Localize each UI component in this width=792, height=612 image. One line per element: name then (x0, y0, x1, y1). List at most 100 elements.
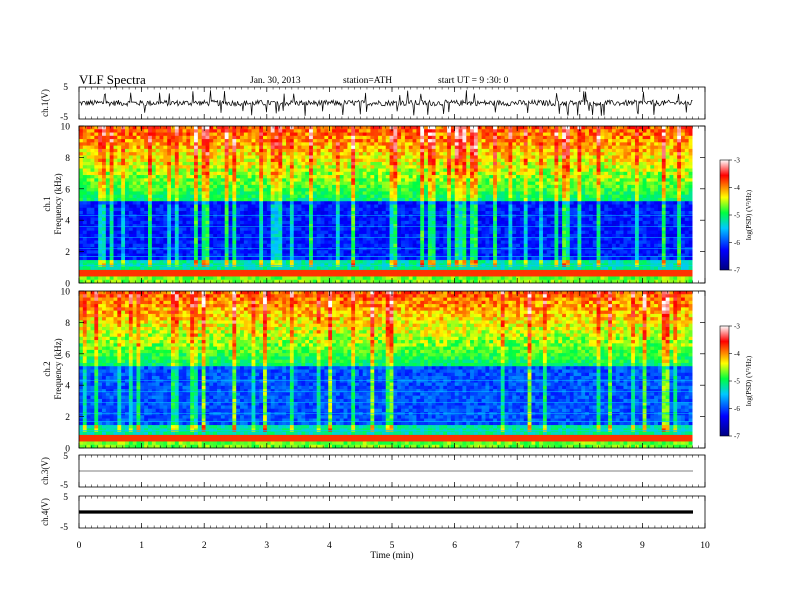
spectrogram-cell (393, 126, 398, 130)
spectrogram-cell (634, 214, 640, 218)
spectrogram-cell (439, 165, 444, 169)
spectrogram-cell (128, 224, 133, 228)
spectrogram-cell (316, 194, 321, 199)
spectrogram-cell (408, 148, 413, 153)
spectrogram-cell (297, 188, 302, 192)
spectrogram-cell (224, 220, 229, 225)
spectrogram-cell (588, 132, 594, 137)
spectrogram-cell (374, 155, 379, 160)
spectrogram-cell (562, 161, 567, 166)
spectrogram-cell (201, 142, 206, 146)
spectrogram-cell (493, 142, 498, 146)
spectrogram-cell (424, 129, 429, 133)
spectrogram-cell (144, 165, 149, 169)
spectrogram-cell (259, 135, 264, 140)
spectrogram-cell (665, 168, 670, 173)
spectrogram-cell (374, 204, 379, 209)
spectrogram-cell (155, 211, 160, 215)
spectrogram-cell (159, 204, 164, 209)
spectrogram-cell (489, 171, 494, 176)
spectrogram-cell (136, 220, 141, 225)
spectrogram-cell (378, 145, 383, 150)
spectrogram-cell (144, 126, 149, 130)
spectrogram-cell (201, 220, 206, 225)
spectrogram-cell (282, 184, 287, 189)
spectrogram-cell (151, 220, 156, 225)
spectrogram-cell (132, 201, 137, 205)
spectrogram-cell (496, 168, 502, 173)
spectrogram-cell (477, 191, 482, 195)
spectrogram-cell (650, 145, 655, 150)
spectrogram-cell (125, 175, 130, 179)
spectrogram-cell (596, 184, 601, 189)
spectrogram-cell (309, 148, 314, 153)
spectrogram-cell (128, 139, 133, 143)
spectrogram-cell (86, 145, 91, 150)
spectrogram-cell (592, 191, 597, 195)
spectrogram-cell (600, 178, 605, 182)
spectrogram-cell (174, 217, 179, 222)
spectrogram-cell (665, 217, 670, 222)
spectrogram-cell (527, 135, 532, 140)
spectrogram-cell (197, 165, 202, 169)
spectrogram-cell (642, 211, 647, 215)
spectrogram-cell (431, 161, 436, 166)
spectrogram-cell (343, 201, 348, 205)
spectrogram-cell (401, 191, 406, 195)
spectrogram-cell (427, 207, 433, 212)
spectrogram-cell (650, 214, 655, 218)
spectrogram-cell (190, 158, 195, 163)
spectrogram-cell (102, 165, 107, 169)
spectrogram-cell (324, 148, 329, 153)
spectrogram-cell (466, 207, 471, 212)
spectrogram-cell (209, 194, 214, 199)
spectrogram-cell (213, 224, 218, 228)
spectrogram-cell (539, 161, 544, 166)
spectrogram-cell (397, 214, 402, 218)
spectrogram-cell (105, 132, 110, 137)
spectrogram-cell (136, 145, 141, 150)
spectrogram-cell (424, 188, 429, 192)
spectrogram-cell (232, 184, 237, 189)
spectrogram-cell (401, 132, 406, 137)
spectrogram-cell (508, 194, 513, 199)
spectrogram-cell (665, 207, 670, 212)
spectrogram-cell (155, 181, 160, 186)
spectrogram-cell (646, 165, 651, 169)
spectrogram-cell (121, 217, 126, 222)
spectrogram-cell (228, 217, 233, 222)
spectrogram-cell (136, 148, 141, 153)
spectrogram-cell (657, 178, 663, 182)
spectrogram-cell (627, 155, 632, 160)
spectrogram-cell (90, 152, 95, 156)
spectrogram-cell (278, 126, 283, 130)
spectrogram-cell (255, 148, 260, 153)
spectrogram-cell (523, 188, 528, 192)
spectrogram-cell (243, 191, 248, 195)
spectrogram-cell (339, 145, 344, 150)
spectrogram-cell (117, 224, 122, 228)
spectrogram-cell (527, 129, 532, 133)
spectrogram-cell (128, 178, 133, 182)
spectrogram-cell (247, 158, 252, 163)
spectrogram-cell (565, 178, 571, 182)
spectrogram-cell (316, 220, 321, 225)
spectrogram-cell (140, 139, 145, 143)
spectrogram-cell (159, 168, 164, 173)
spectrogram-cell (190, 191, 195, 195)
spectrogram-cell (232, 220, 237, 225)
spectrogram-cell (140, 197, 145, 202)
spectrogram-cell (680, 145, 686, 150)
spectrogram-cell (297, 142, 302, 146)
spectrogram-cell (355, 135, 360, 140)
spectrogram-cell (90, 191, 95, 195)
spectrogram-cell (677, 220, 682, 225)
spectrogram-cell (328, 217, 333, 222)
spectrogram-cell (431, 148, 436, 153)
spectrogram-cell (82, 171, 87, 176)
spectrogram-cell (332, 194, 337, 199)
spectrogram-cell (278, 158, 283, 163)
spectrogram-cell (171, 184, 176, 189)
spectrogram-cell (266, 132, 272, 137)
spectrogram-cell (577, 184, 582, 189)
